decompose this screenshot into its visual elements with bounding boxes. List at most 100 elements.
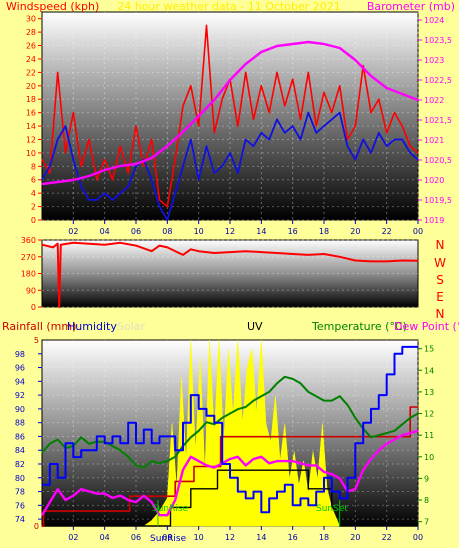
barometer-line-point — [166, 145, 168, 147]
wind-barometer-plot-area — [41, 11, 419, 221]
barometer-line-point — [386, 87, 388, 89]
temperature-line-point — [409, 417, 411, 419]
windspeed-line-point — [362, 65, 364, 67]
humidity-line-point — [292, 504, 294, 506]
barometer-line-point — [135, 163, 137, 165]
windspeed-line-point — [292, 78, 294, 80]
temperature-line-point — [213, 423, 215, 425]
dewpoint-line-point — [135, 501, 137, 503]
x-tick-label: 14 — [256, 533, 266, 542]
x-tick-label: 08 — [162, 533, 172, 542]
gust-line-point — [284, 132, 286, 134]
rainfall-line-point — [193, 465, 195, 468]
barometer-tick-label: 1022 — [424, 96, 444, 105]
x-tick-label: 22 — [382, 533, 392, 542]
barometer-line-point — [245, 63, 247, 65]
humidity-line-point — [143, 429, 145, 431]
humidity-line-point — [229, 477, 231, 479]
barometer-tick-label: 1023 — [424, 56, 444, 65]
temperature-tick-label: 13 — [424, 388, 434, 397]
humidity-line-point — [213, 422, 215, 424]
temperature-line-point — [378, 434, 380, 436]
windspeed-tick-label: 4 — [31, 189, 36, 198]
x-tick-label: 18 — [319, 227, 329, 236]
temperature-line-point — [127, 456, 129, 458]
x-tick-label: 14 — [256, 227, 266, 236]
humidity-line-point — [331, 491, 333, 493]
windspeed-tick-label: 12 — [26, 135, 36, 144]
gust-line-point — [182, 165, 184, 167]
x-tick-label: 04 — [100, 227, 110, 236]
dewpoint-line-point — [362, 469, 364, 471]
humidity-line-point — [323, 477, 325, 479]
rainfall-line-point — [328, 436, 330, 438]
humidity-tick-label: 88 — [15, 419, 25, 428]
wind-barometer-series — [41, 24, 419, 221]
gust-line-point — [151, 179, 153, 181]
windspeed-line-point — [104, 159, 106, 161]
dewpoint-line-point — [205, 464, 208, 466]
x-tick-label: 16 — [288, 533, 298, 542]
barometer-line-point — [401, 93, 403, 95]
temperature-tick-label: 10 — [424, 453, 434, 462]
barometer-line-point — [213, 99, 215, 101]
humidity-line-point — [182, 422, 184, 424]
humidity-axis-title: Humidity — [67, 320, 117, 333]
windspeed-line-point — [260, 85, 262, 87]
windspeed-line-point — [198, 125, 200, 127]
x-tick-label: 02 — [68, 227, 78, 236]
humidity-line-point — [339, 497, 341, 499]
windspeed-line-point — [268, 112, 270, 114]
dewpoint-line-point — [182, 469, 184, 471]
gust-line-point — [323, 125, 325, 127]
temperature-line-point — [41, 451, 43, 454]
gust-line-point — [292, 125, 294, 127]
compass-labels: N W S E N — [434, 238, 446, 321]
temperature-line-point — [245, 406, 247, 408]
wind-direction-line-point — [417, 260, 419, 262]
dewpoint-line-point — [49, 501, 51, 503]
temperature-line-point — [166, 460, 168, 462]
gust-line-point — [104, 192, 106, 194]
barometer-tick-label: 1019,5 — [424, 196, 452, 205]
gust-line-point — [339, 112, 341, 114]
wind-direction-line-point — [260, 251, 262, 253]
dewpoint-line-point — [119, 495, 121, 497]
barometer-tick-label: 1020 — [424, 176, 444, 185]
gust-line-point — [276, 118, 278, 120]
temperature-line-point — [276, 382, 278, 384]
x-tick-label: 10 — [194, 227, 204, 236]
windspeed-line-point — [339, 85, 341, 87]
wind-direction-line-point — [339, 256, 341, 258]
humidity-line-point — [198, 408, 200, 410]
humidity-line-point — [362, 422, 364, 424]
dewpoint-line-point — [378, 449, 380, 451]
windspeed-line-point — [166, 206, 168, 208]
windspeed-line-point — [88, 138, 90, 141]
x-tick-label: 12 — [225, 227, 235, 236]
dewpoint-line-point — [315, 464, 317, 466]
gust-line-point — [354, 159, 356, 161]
humidity-tick-label: 82 — [15, 460, 25, 469]
compass-s: S — [436, 273, 444, 287]
gust-line-point — [205, 145, 208, 147]
uv-line-point — [205, 488, 208, 490]
windspeed-line-point — [151, 138, 153, 141]
humidity-line-point — [307, 504, 309, 506]
windspeed-tick-label: 10 — [26, 149, 36, 158]
temperature-tick-label: 7 — [424, 518, 429, 527]
dewpoint-line-point — [158, 514, 161, 516]
humidity-line-point — [299, 497, 302, 499]
gust-line-point — [401, 138, 403, 141]
temperature-line-point — [299, 382, 302, 384]
humidity-line-point — [88, 449, 90, 451]
gust-line-point — [268, 138, 270, 141]
humidity-axis-ticks: 74 76 78 80 82 84 86 88 90 92 94 96 98 — [15, 350, 42, 524]
temperature-line-point — [292, 378, 294, 380]
temperature-line-point — [260, 395, 262, 397]
windspeed-line-point — [143, 165, 145, 167]
rainfall-tick-label: 0 — [34, 522, 39, 531]
wind-direction-line-point — [135, 245, 137, 247]
windspeed-line-point — [72, 112, 74, 114]
temperature-line-point — [339, 395, 341, 397]
